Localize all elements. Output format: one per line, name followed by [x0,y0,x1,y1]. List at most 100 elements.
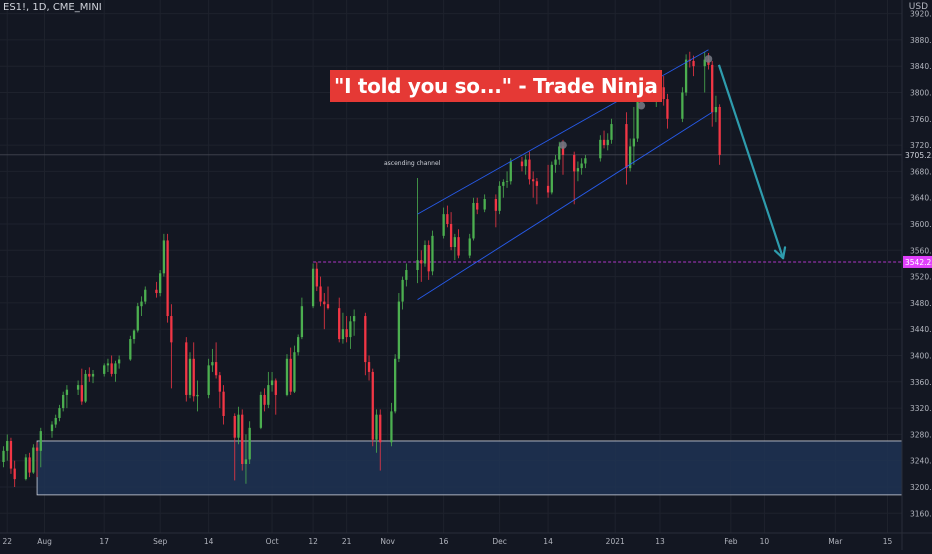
currency-label: USD [908,2,928,12]
candle-body [214,362,218,376]
y-tick-label: 3600.00 [910,220,932,229]
candle-body [718,106,721,155]
candle-body [84,373,87,402]
x-tick-label: 14 [543,537,553,546]
y-tick-label: 3520.00 [910,273,932,282]
candle-body [394,358,397,412]
candle-body [420,260,423,264]
y-tick-label: 3240.00 [910,457,932,466]
candle-body [714,106,718,113]
candle-body [192,358,195,397]
candle-body [610,124,613,140]
candle-body [528,159,531,180]
candle-body [666,99,669,119]
candle-body [371,371,374,440]
candle-body [345,329,348,338]
y-tick-label: 3640.00 [910,194,932,203]
candle-body [196,394,199,397]
candle-body [584,158,587,164]
candle-body [2,450,5,463]
candle-body [692,60,695,67]
candle-body [9,440,13,469]
candle-body [573,154,576,172]
y-tick-label: 3840.00 [910,62,932,71]
candle-body [684,59,688,93]
candle-body [211,362,214,366]
candle-body [35,447,39,451]
candle-body [315,268,318,287]
candle-body [681,92,684,119]
candle-body [54,417,57,425]
projection-arrow-head [773,249,785,260]
x-tick-label: 13 [655,537,665,546]
x-tick-label: Aug [37,537,52,546]
candle-body [494,199,498,211]
y-tick-label: 3680.00 [910,167,932,176]
y-tick-label: 3560.00 [910,246,932,255]
candle-body [476,202,479,210]
candle-body [237,414,240,438]
candle-body [509,161,512,182]
candle-body [241,414,244,464]
projection-arrow [717,64,785,259]
candle-body [162,240,166,274]
candle-body [155,289,158,294]
candle-body [50,424,54,432]
x-tick-label: 2021 [606,537,625,546]
candle-body [110,363,113,374]
candle-body [248,427,251,460]
candle-body [349,321,352,338]
candle-body [502,181,505,186]
y-tick-label: 3360.00 [910,378,932,387]
candle-body [375,414,378,440]
candle-body [449,224,453,248]
candle-body [483,199,486,210]
x-tick-label: 12 [308,537,318,546]
y-tick-label: 3280.00 [910,430,932,439]
x-tick-label: 15 [883,537,893,546]
candle-body [431,235,434,272]
candle-body [580,163,583,169]
candle-body [341,329,345,340]
candle-body [397,301,401,359]
projection-arrow-head [781,246,787,260]
y-tick-label: 3320.00 [910,404,932,413]
candle-body [472,202,475,239]
candle-body [326,304,330,309]
candle-body [144,289,147,302]
candle-body [625,124,628,169]
candle-body [599,139,602,159]
candle-body [379,414,382,443]
candle-body [703,59,706,67]
x-tick-label: 22 [2,537,12,546]
candle-body [561,146,565,155]
y-tick-label: 3200.00 [910,483,932,492]
candle-body [88,373,91,377]
candle-body [106,363,110,366]
candle-body [32,447,35,473]
demand-zone [36,440,903,496]
symbol-label[interactable]: ES1!, 1D, CME_MINI [3,2,102,13]
candle-body [323,301,326,305]
x-tick-label: 10 [760,537,770,546]
x-tick-label: 17 [99,537,109,546]
candle-body [159,273,162,294]
x-tick-label: Mar [828,537,843,546]
candle-body [39,431,42,451]
x-tick-label: 21 [342,537,352,546]
candle-body [76,385,80,390]
candle-body [166,240,169,317]
candle-body [24,457,28,480]
candle-body [170,316,173,343]
x-tick-label: Oct [266,537,279,546]
candle-body [457,237,460,256]
candle-body [558,146,561,160]
candles-layer [2,51,721,487]
x-tick-label: Nov [380,537,395,546]
candle-body [352,316,356,322]
candle-body [140,301,143,307]
candle-body [188,358,192,395]
candle-body [28,457,31,473]
